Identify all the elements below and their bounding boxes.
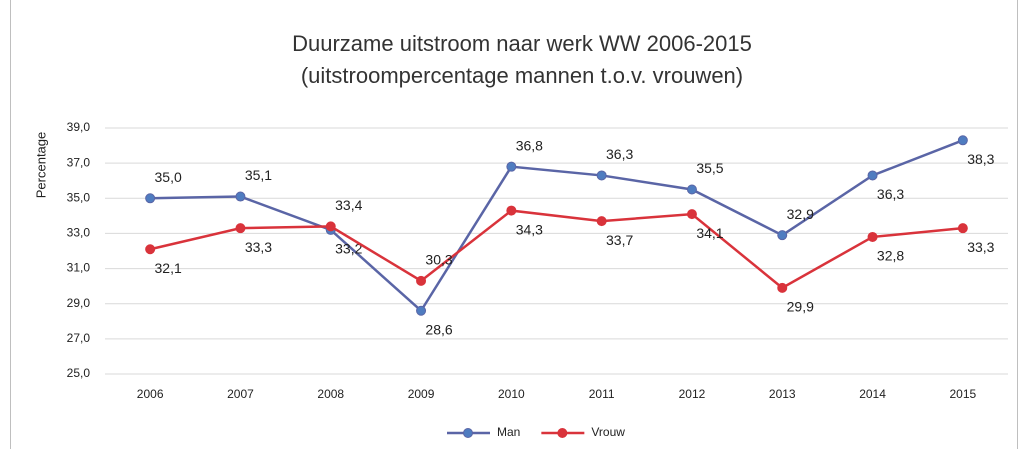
x-tick-label: 2015 — [949, 387, 976, 401]
x-tick-label: 2006 — [137, 387, 164, 401]
data-label: 32,9 — [787, 206, 814, 222]
data-point — [686, 184, 697, 195]
x-tick-label: 2010 — [498, 387, 525, 401]
legend-marker — [463, 428, 473, 438]
data-point — [596, 170, 607, 181]
chart-subtitle: (uitstroompercentage mannen t.o.v. vrouw… — [301, 63, 743, 88]
data-label: 33,3 — [967, 239, 994, 255]
data-point — [145, 193, 156, 204]
data-point — [867, 170, 878, 181]
data-label: 34,3 — [516, 221, 543, 237]
y-tick-label: 33,0 — [67, 226, 91, 240]
data-label: 29,9 — [787, 299, 814, 315]
y-tick-label: 37,0 — [67, 155, 91, 169]
data-label: 36,3 — [877, 186, 904, 202]
data-point — [596, 216, 607, 227]
x-tick-label: 2008 — [317, 387, 344, 401]
series-line — [149, 209, 963, 290]
y-tick-label: 25,0 — [67, 366, 91, 380]
data-label: 35,5 — [696, 160, 723, 176]
x-tick-label: 2009 — [408, 387, 435, 401]
x-tick-label: 2012 — [679, 387, 706, 401]
data-point — [235, 191, 246, 202]
data-point — [957, 135, 968, 146]
data-label: 32,1 — [155, 260, 182, 276]
data-label: 33,2 — [335, 241, 362, 257]
data-label: 32,8 — [877, 248, 904, 264]
series-line — [150, 139, 964, 313]
data-label: 28,6 — [425, 321, 452, 337]
legend-marker — [557, 428, 568, 438]
y-tick-label: 39,0 — [67, 120, 91, 134]
chart-title: Duurzame uitstroom naar werk WW 2006-201… — [292, 31, 752, 56]
x-tick-label: 2013 — [769, 387, 796, 401]
y-tick-label: 29,0 — [67, 296, 91, 310]
data-point — [506, 161, 517, 172]
data-point — [867, 231, 878, 242]
data-point — [145, 244, 156, 255]
y-axis-label: Percentage — [33, 132, 48, 199]
data-label: 33,3 — [245, 239, 272, 255]
data-label: 36,3 — [606, 146, 633, 162]
data-point — [777, 282, 788, 293]
data-label: 38,3 — [967, 151, 994, 167]
data-label: 35,1 — [245, 167, 272, 183]
data-label: 35,0 — [155, 169, 182, 185]
data-label: 33,7 — [606, 232, 633, 248]
x-tick-label: 2011 — [589, 387, 615, 401]
data-point — [416, 275, 427, 286]
data-point — [235, 223, 246, 234]
data-point — [686, 209, 697, 220]
y-tick-label: 31,0 — [67, 261, 91, 275]
data-point — [325, 221, 336, 232]
x-tick-label: 2014 — [859, 387, 886, 401]
data-label: 30,3 — [425, 252, 452, 268]
legend-label: Man — [497, 425, 520, 439]
x-tick-label: 2007 — [227, 387, 254, 401]
data-label: 36,8 — [516, 137, 543, 153]
data-point — [506, 205, 517, 216]
legend-label: Vrouw — [591, 425, 625, 439]
data-label: 34,1 — [696, 225, 723, 241]
data-label: 33,4 — [335, 197, 362, 213]
data-point — [957, 223, 968, 234]
y-tick-label: 27,0 — [67, 331, 91, 345]
data-point — [777, 230, 788, 241]
data-point — [416, 305, 427, 316]
y-tick-label: 35,0 — [67, 190, 91, 204]
